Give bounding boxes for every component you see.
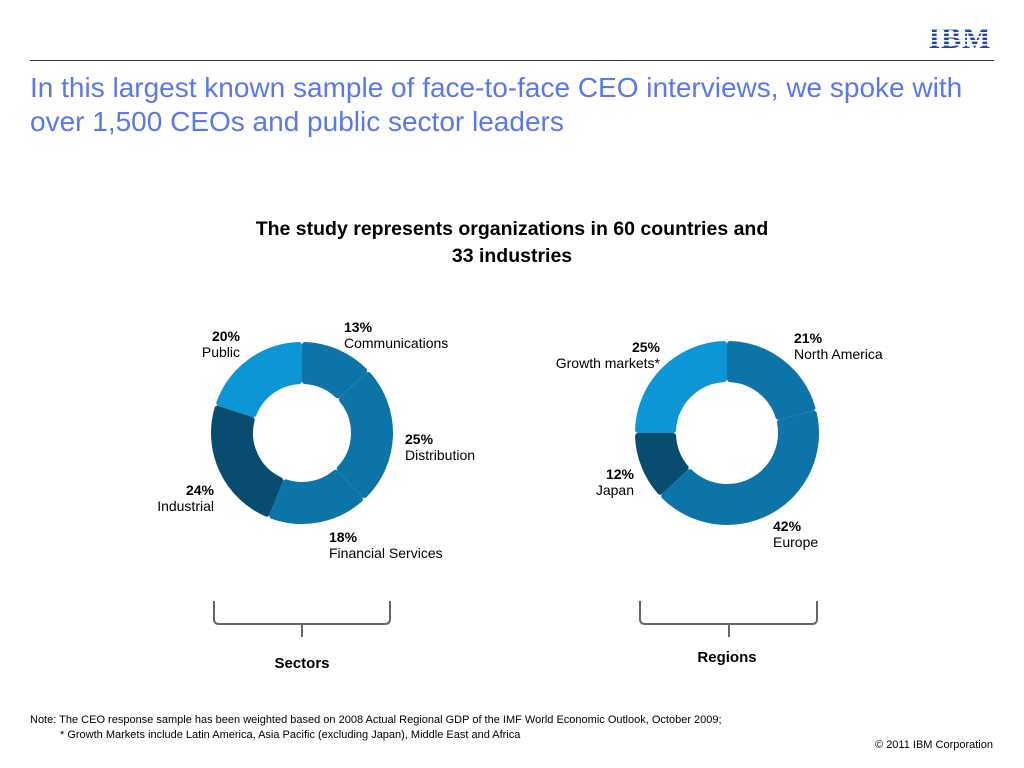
donut-slice-north-america: [727, 341, 816, 420]
donut-slice-financial-services: [269, 469, 364, 524]
header-rule: [30, 60, 994, 61]
slice-value-label: 42%: [773, 518, 802, 534]
slice-value-label: 24%: [186, 482, 215, 498]
donut-slice-japan: [635, 433, 689, 495]
slice-name-label: Distribution: [405, 447, 475, 463]
sectors-labels: 13% Communications 25% Distribution 18% …: [157, 319, 475, 561]
slice-value-label: 18%: [329, 529, 358, 545]
regions-bracket: [639, 601, 818, 637]
footnote-growth-markets: * Growth Markets include Latin America, …: [60, 729, 521, 741]
slice-name-label: Japan: [596, 482, 634, 498]
donut-slice-communications: [302, 342, 368, 399]
sectors-donut: [211, 342, 393, 524]
slice-name-label: Europe: [773, 534, 818, 550]
slice-value-label: 13%: [344, 319, 373, 335]
slice-name-label: Public: [202, 344, 240, 360]
ibm-logo: IBM: [924, 22, 996, 54]
sectors-group-label: Sectors: [274, 655, 329, 672]
slice-name-label: Growth markets*: [556, 355, 661, 371]
footnote: Note: The CEO response sample has been w…: [30, 713, 790, 743]
donut-slice-growth-markets: [635, 341, 727, 433]
donut-slice-europe: [661, 410, 819, 525]
regions-group-label: Regions: [697, 649, 756, 666]
slice-value-label: 20%: [212, 328, 241, 344]
footnote-note: Note: The CEO response sample has been w…: [30, 714, 722, 726]
slice-value-label: 12%: [606, 466, 635, 482]
donut-slice-public: [216, 342, 302, 418]
donut-slice-distribution: [336, 371, 393, 499]
slice-value-label: 25%: [405, 431, 434, 447]
slice-name-label: Communications: [344, 335, 448, 351]
slice-name-label: North America: [794, 346, 883, 362]
chart-title: The study represents organizations in 60…: [255, 218, 769, 267]
slice-value-label: 21%: [794, 330, 823, 346]
slice-name-label: Financial Services: [329, 545, 443, 561]
slice-value-label: 25%: [632, 339, 661, 355]
sectors-bracket: [213, 601, 391, 637]
regions-labels: 21% North America 42% Europe 12% Japan 2…: [556, 330, 883, 550]
copyright: © 2011 IBM Corporation: [875, 739, 993, 751]
slice-name-label: Industrial: [157, 498, 214, 514]
ibm-logo-text: IBM: [929, 22, 992, 54]
regions-donut: [635, 341, 819, 525]
donut-slice-industrial: [211, 405, 284, 517]
page-headline: In this largest known sample of face-to-…: [30, 72, 963, 137]
